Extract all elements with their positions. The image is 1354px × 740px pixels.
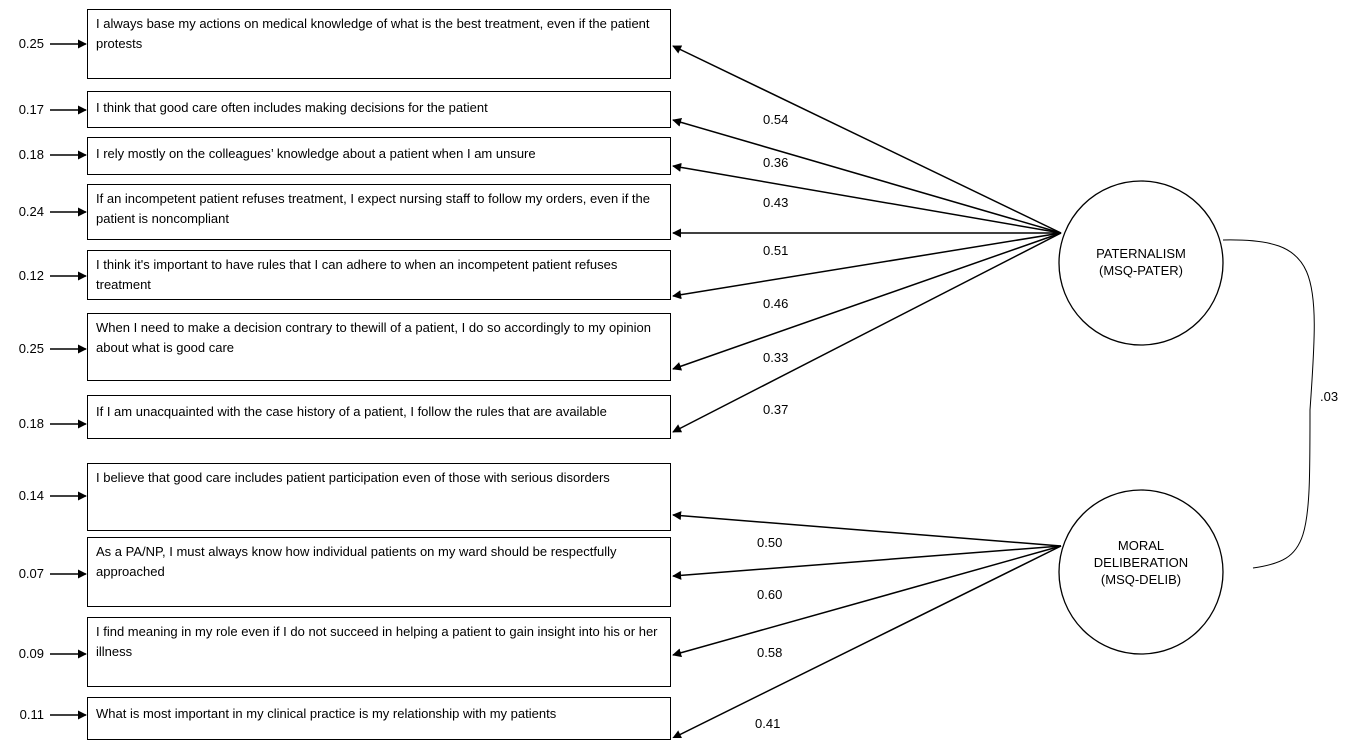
latent-label-moral-deliberation: MORAL DELIBERATION (MSQ-DELIB) xyxy=(1061,537,1221,588)
loading-arrow xyxy=(672,162,1062,234)
item-text: I always base my actions on medical know… xyxy=(96,16,650,51)
error-variance-label: 0.09 xyxy=(18,646,44,661)
latent-paternalism xyxy=(1058,180,1224,346)
error-variance-label: 0.24 xyxy=(18,204,44,219)
item-box: I think it's important to have rules tha… xyxy=(87,250,671,300)
latent-label-line: (MSQ-PATER) xyxy=(1098,263,1183,278)
loading-arrow xyxy=(672,511,1062,547)
latent-label-line: DELIBERATION xyxy=(1093,555,1189,570)
error-variance-label: 0.14 xyxy=(18,488,44,503)
factor-loading-label: 0.50 xyxy=(757,535,783,550)
factor-loading-label: 0.58 xyxy=(757,645,783,660)
loading-arrow xyxy=(672,232,1062,371)
item-box: If I am unacquainted with the case histo… xyxy=(87,395,671,439)
item-box: When I need to make a decision contrary … xyxy=(87,313,671,381)
item-text: I think that good care often includes ma… xyxy=(96,100,488,115)
item-box: I rely mostly on the colleagues’ knowled… xyxy=(87,137,671,175)
item-box: I always base my actions on medical know… xyxy=(87,9,671,79)
loading-arrow xyxy=(672,232,1062,300)
loading-arrow xyxy=(672,545,1062,580)
item-text: What is most important in my clinical pr… xyxy=(96,706,557,721)
loading-arrow xyxy=(672,545,1062,658)
factor-loading-label: 0.51 xyxy=(763,243,789,258)
item-box: As a PA/NP, I must always know how indiv… xyxy=(87,537,671,607)
item-text: When I need to make a decision contrary … xyxy=(96,320,651,355)
item-text: I think it's important to have rules tha… xyxy=(96,257,618,292)
error-variance-label: 0.11 xyxy=(19,707,44,722)
factor-loading-label: 0.37 xyxy=(763,402,789,417)
item-text: I rely mostly on the colleagues’ knowled… xyxy=(96,146,536,161)
item-box: I find meaning in my role even if I do n… xyxy=(87,617,671,687)
loading-arrow xyxy=(672,545,1062,738)
factor-loading-label: 0.60 xyxy=(757,587,783,602)
factor-loading-label: 0.41 xyxy=(755,716,781,731)
item-text: I find meaning in my role even if I do n… xyxy=(96,624,658,659)
item-text: I believe that good care includes patien… xyxy=(96,470,610,485)
factor-loading-label: 0.46 xyxy=(763,296,789,311)
latent-label-paternalism: PATERNALISM (MSQ-PATER) xyxy=(1061,245,1221,279)
error-variance-label: 0.12 xyxy=(18,268,44,283)
item-box: If an incompetent patient refuses treatm… xyxy=(87,184,671,240)
loading-arrow xyxy=(672,117,1062,234)
item-text: As a PA/NP, I must always know how indiv… xyxy=(96,544,617,579)
loading-arrow xyxy=(672,45,1062,234)
factor-loading-label: 0.54 xyxy=(763,112,789,127)
error-variance-label: 0.25 xyxy=(18,341,44,356)
latent-moral-deliberation xyxy=(1058,489,1224,655)
item-box: What is most important in my clinical pr… xyxy=(87,697,671,740)
item-box: I think that good care often includes ma… xyxy=(87,91,671,128)
factor-loading-label: 0.43 xyxy=(763,195,789,210)
item-text: If an incompetent patient refuses treatm… xyxy=(96,191,650,226)
latent-label-line: PATERNALISM xyxy=(1096,246,1186,261)
loading-arrow xyxy=(672,232,1062,433)
correlation-label: .03 xyxy=(1320,389,1339,404)
factor-loading-label: 0.36 xyxy=(763,155,789,170)
error-variance-label: 0.17 xyxy=(18,102,44,117)
factor-loading-label: 0.33 xyxy=(763,350,789,365)
error-variance-label: 0.18 xyxy=(18,416,44,431)
item-box: I believe that good care includes patien… xyxy=(87,463,671,531)
latent-label-line: MORAL xyxy=(1117,538,1165,553)
error-variance-label: 0.07 xyxy=(18,566,44,581)
error-variance-label: 0.18 xyxy=(18,147,44,162)
latent-label-line: (MSQ-DELIB) xyxy=(1100,572,1182,587)
correlation-curve xyxy=(1222,239,1315,569)
error-variance-label: 0.25 xyxy=(18,36,44,51)
item-text: If I am unacquainted with the case histo… xyxy=(96,404,607,419)
